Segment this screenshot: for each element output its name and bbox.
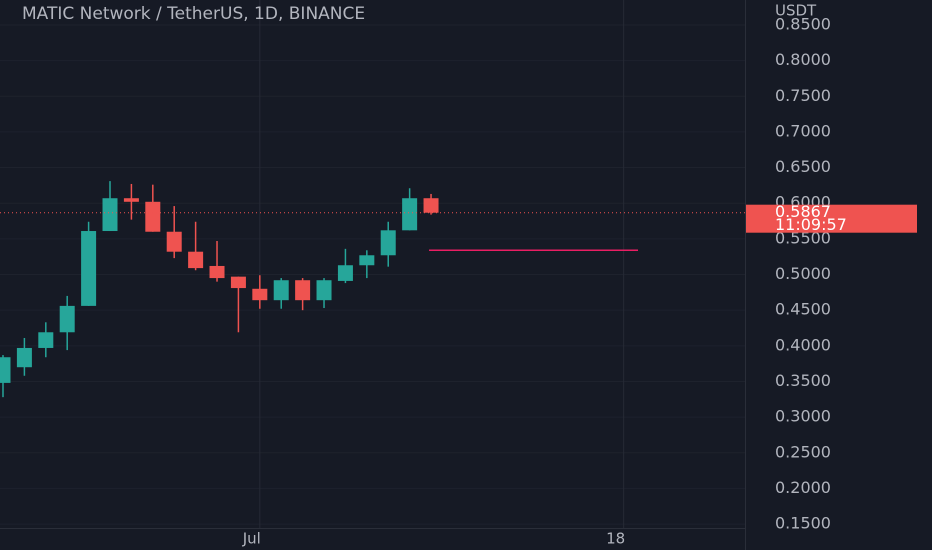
grid: [259, 0, 625, 528]
y-tick-label: 0.4500: [775, 300, 831, 319]
candle-body: [402, 198, 418, 231]
candle-body: [16, 347, 32, 368]
candle-body: [81, 231, 97, 306]
y-tick-label: 0.1500: [775, 514, 831, 533]
last-price-label: 0.5867: [775, 202, 831, 221]
chart-title: MATIC Network / TetherUS, 1D, BINANCE: [22, 4, 365, 24]
candle-body: [145, 201, 161, 232]
y-tick-label: 0.7500: [775, 86, 831, 105]
candle-body: [337, 265, 353, 281]
y-tick-label: 0.5000: [775, 264, 831, 283]
candle-body: [0, 357, 11, 383]
last-price-box: [746, 204, 917, 233]
x-tick-label: Jul: [242, 530, 261, 548]
candle-body: [359, 255, 375, 266]
plot-area: [0, 181, 745, 398]
y-tick-label: 0.3500: [775, 371, 831, 390]
candle-body: [423, 198, 439, 213]
candle-body: [230, 276, 246, 289]
y-tick-label: 0.2000: [775, 478, 831, 497]
x-tick-label: 18: [606, 530, 625, 548]
candle-body: [102, 198, 118, 232]
y-tick-label: 0.6500: [775, 157, 831, 176]
y-tick-label: 0.3000: [775, 407, 831, 426]
countdown-label: 11:09:57: [775, 215, 847, 234]
y-tick-label: 0.8500: [775, 14, 831, 33]
candle-body: [59, 305, 75, 333]
y-tick-label: 0.5500: [775, 228, 831, 247]
candle-body: [38, 332, 54, 348]
candle-body: [316, 280, 332, 301]
candle-body: [188, 251, 204, 269]
candle-body: [380, 230, 396, 256]
candle-body: [295, 280, 311, 301]
y-tick-label: 0.4000: [775, 335, 831, 354]
price-axis: 0.1500 0.2000 0.2500 0.3000 0.3500 0.4000 0.45…: [242, 14, 917, 548]
candle-body: [166, 231, 182, 252]
candle-body: [209, 265, 225, 279]
y-tick-label: 0.7000: [775, 121, 831, 140]
candle-body: [273, 280, 289, 301]
candle-body: [123, 198, 139, 202]
candle-body: [252, 288, 268, 301]
y-tick-label: 0.2500: [775, 442, 831, 461]
y-axis-label: USDT: [775, 2, 817, 20]
y-tick-label: 0.8000: [775, 50, 831, 69]
